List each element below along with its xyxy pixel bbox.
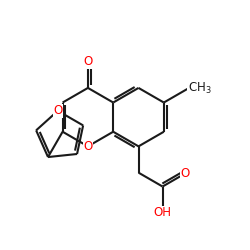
Text: CH$_3$: CH$_3$: [188, 81, 212, 96]
Text: OH: OH: [154, 206, 172, 219]
Text: O: O: [83, 55, 92, 68]
Text: O: O: [53, 104, 62, 117]
Text: O: O: [83, 140, 92, 153]
Text: O: O: [181, 167, 190, 180]
